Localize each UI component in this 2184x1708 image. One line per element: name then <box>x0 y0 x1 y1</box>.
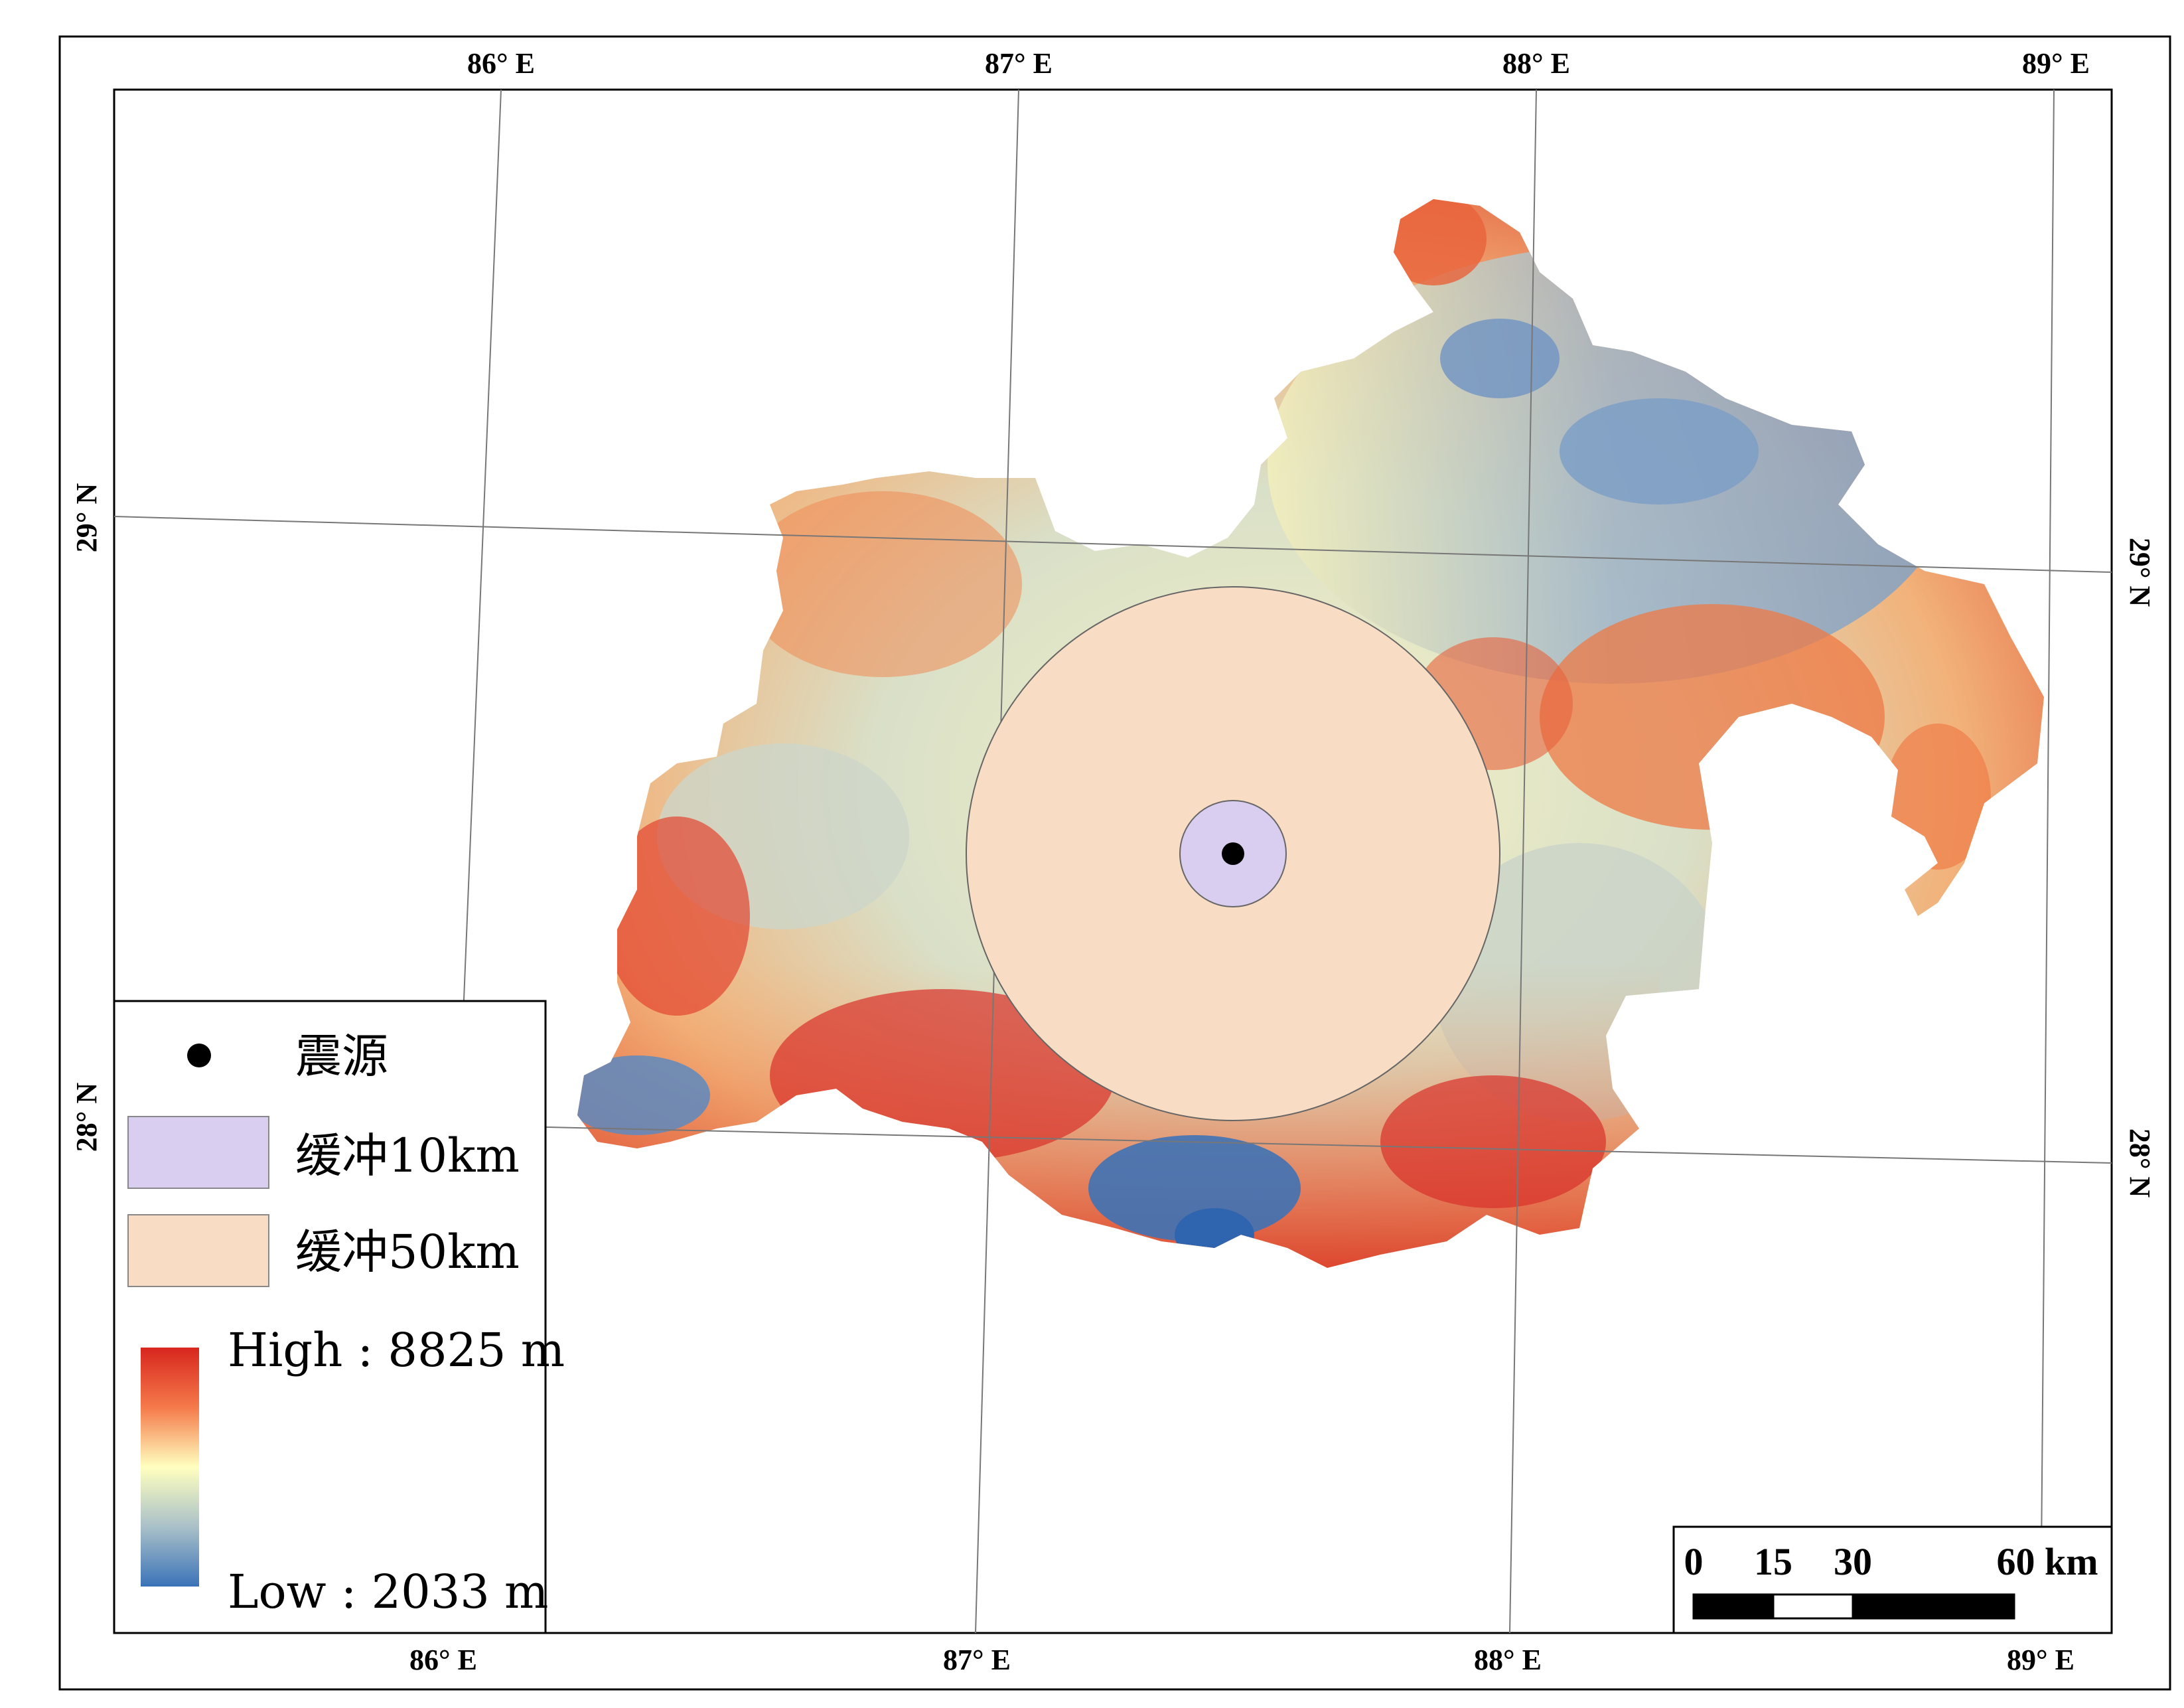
right-label-29n: 29° N <box>2124 538 2156 607</box>
top-label-86e: 86° E <box>467 47 535 80</box>
scale-tick-60: 60 km <box>1996 1540 2098 1583</box>
bottom-label-86e: 86° E <box>409 1644 477 1676</box>
outer-frame <box>58 35 2171 1691</box>
scale-seg-2 <box>1772 1593 1854 1620</box>
top-label-88e: 88° E <box>1502 47 1570 80</box>
scale-tick-30: 30 <box>1834 1540 1872 1583</box>
scale-tick-0: 0 <box>1684 1540 1704 1583</box>
top-label-89e: 89° E <box>2022 47 2090 80</box>
legend-dem-low: Low : 2033 m <box>228 1565 548 1619</box>
legend-buffer10-swatch <box>127 1116 269 1189</box>
graticule-lines <box>113 89 2112 1634</box>
scale-tick-15: 15 <box>1754 1540 1792 1583</box>
scale-seg-3 <box>1852 1593 2015 1620</box>
epicenter-marker <box>1222 842 1244 865</box>
legend-epicenter-label: 震源 <box>295 1029 388 1083</box>
bottom-label-89e: 89° E <box>2007 1644 2075 1676</box>
legend-epicenter-symbol <box>187 1044 211 1067</box>
legend-dem-high: High : 8825 m <box>228 1323 565 1377</box>
top-label-87e: 87° E <box>985 47 1053 80</box>
legend-buffer50-label: 缓冲50km <box>295 1225 520 1279</box>
legend-buffer10-label: 缓冲10km <box>295 1128 520 1183</box>
bottom-label-87e: 87° E <box>943 1644 1011 1676</box>
dem-elevation-layer <box>577 199 2044 1268</box>
legend-buffer50-swatch <box>127 1214 269 1287</box>
legend: 震源 缓冲10km 缓冲50km High : 8825 m Low : 203… <box>113 1000 565 1634</box>
bottom-label-88e: 88° E <box>1474 1644 1542 1676</box>
right-label-28n: 28° N <box>2124 1128 2156 1198</box>
legend-dem-ramp <box>141 1348 199 1587</box>
scale-seg-1 <box>1692 1593 1775 1620</box>
left-label-29n: 29° N <box>70 483 103 553</box>
scale-bar: 0 15 30 60 km <box>1672 1525 2113 1634</box>
left-label-28n: 28° N <box>70 1083 103 1152</box>
